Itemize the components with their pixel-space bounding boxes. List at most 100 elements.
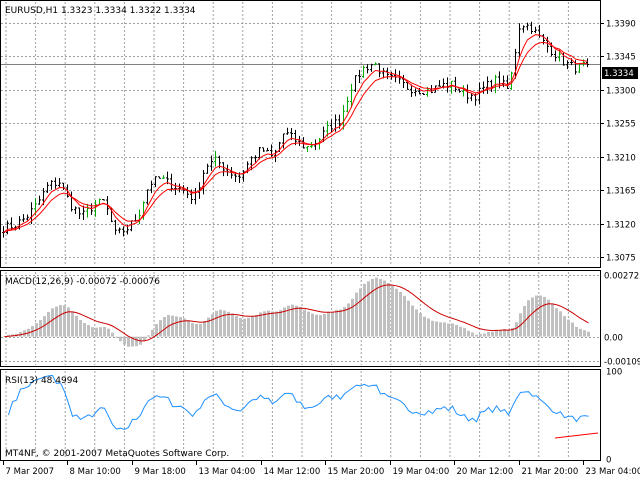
macd-histogram-bar	[335, 309, 338, 337]
x-tick-label: 9 Mar 18:00	[135, 467, 186, 477]
macd-histogram-bar	[231, 313, 234, 337]
macd-histogram-bar	[323, 313, 326, 337]
macd-histogram-bar	[115, 336, 118, 338]
y-tick-label: 1.3075	[606, 254, 636, 264]
macd-histogram-bar	[107, 328, 110, 337]
macd-histogram-bar	[411, 305, 414, 337]
macd-histogram-bar	[491, 331, 494, 337]
macd-histogram-bar	[243, 318, 246, 337]
macd-histogram-bar	[67, 307, 70, 337]
rsi-indicator	[8, 374, 599, 439]
macd-histogram-bar	[95, 327, 98, 337]
macd-histogram-bar	[435, 321, 438, 337]
macd-histogram-bar	[227, 311, 230, 337]
macd-histogram-bar	[207, 317, 210, 337]
x-tick-label: 14 Mar 12:00	[264, 467, 321, 477]
macd-histogram-bar	[499, 329, 502, 337]
macd-histogram-bar	[359, 288, 362, 337]
macd-histogram-bar	[555, 308, 558, 337]
macd-histogram-bar	[83, 323, 86, 337]
macd-histogram-bar	[331, 311, 334, 337]
macd-histogram-bar	[275, 311, 278, 337]
macd-histogram-bar	[7, 334, 10, 337]
macd-histogram-bar	[327, 312, 330, 337]
macd-histogram-bar	[235, 315, 238, 337]
macd-indicator	[3, 277, 590, 347]
macd-histogram-bar	[371, 279, 374, 337]
macd-histogram-bar	[583, 330, 586, 337]
macd-histogram-bar	[99, 327, 102, 337]
macd-histogram-bar	[471, 332, 474, 337]
macd-histogram-bar	[179, 317, 182, 337]
macd-histogram-bar	[3, 336, 6, 338]
y-tick-label: 1.3120	[606, 221, 636, 231]
rsi-line	[8, 374, 589, 431]
rsi-panel[interactable]	[0, 369, 601, 461]
macd-histogram-bar	[391, 285, 394, 337]
macd-histogram-bar	[387, 282, 390, 337]
x-tick-label: 23 Mar 04:00	[586, 467, 640, 477]
macd-histogram-bar	[143, 336, 146, 341]
current-price-label: 1.3334	[604, 69, 634, 79]
macd-histogram-bar	[547, 299, 550, 337]
macd-histogram-bar	[163, 316, 166, 337]
macd-histogram-bar	[531, 297, 534, 337]
macd-histogram-bar	[211, 314, 214, 337]
rsi-trendline	[554, 432, 599, 439]
macd-histogram-bar	[511, 328, 514, 337]
macd-histogram-bar	[47, 312, 50, 337]
macd-histogram-bar	[247, 317, 250, 337]
macd-histogram-bar	[263, 311, 266, 337]
macd-histogram-bar	[119, 336, 122, 342]
y-tick-label: 1.3165	[606, 187, 636, 197]
macd-histogram-bar	[535, 295, 538, 337]
macd-histogram-bar	[343, 307, 346, 337]
price-panel[interactable]	[0, 0, 601, 268]
macd-y-label: 0.00	[604, 334, 623, 344]
macd-histogram-bar	[111, 332, 114, 337]
y-tick-label: 1.3255	[606, 120, 636, 130]
macd-histogram-bar	[251, 316, 254, 337]
macd-histogram-bar	[299, 306, 302, 337]
macd-histogram-bar	[367, 281, 370, 337]
macd-histogram-bar	[543, 296, 546, 337]
macd-histogram-bar	[423, 316, 426, 337]
macd-panel[interactable]	[0, 270, 601, 367]
macd-histogram-bar	[487, 331, 490, 337]
macd-histogram-bar	[395, 288, 398, 337]
macd-histogram-bar	[187, 320, 190, 337]
macd-histogram-bar	[63, 305, 66, 337]
macd-histogram-bar	[375, 277, 378, 337]
macd-histogram-bar	[459, 326, 462, 337]
macd-histogram-bar	[563, 316, 566, 337]
macd-histogram-bar	[407, 300, 410, 337]
macd-histogram-bar	[151, 329, 154, 337]
macd-histogram-bar	[319, 315, 322, 337]
macd-histogram-bar	[483, 333, 486, 337]
macd-histogram-bar	[399, 292, 402, 337]
axes: 7 Mar 2007 8 Mar 10:00 9 Mar 18:00 13 Mar 0…	[3, 20, 640, 477]
macd-histogram-bar	[199, 323, 202, 337]
macd-histogram-bar	[239, 317, 242, 337]
macd-histogram-bar	[223, 310, 226, 337]
macd-histogram-bar	[315, 314, 318, 337]
macd-histogram-bar	[379, 279, 382, 337]
macd-histogram-bar	[551, 303, 554, 337]
macd-histogram-bar	[503, 329, 506, 337]
x-tick-label: 20 Mar 12:00	[457, 467, 514, 477]
macd-histogram-bar	[363, 283, 366, 337]
macd-histogram-bar	[419, 313, 422, 337]
macd-histogram-bar	[383, 280, 386, 337]
macd-histogram-bar	[191, 323, 194, 337]
macd-histogram-bar	[175, 316, 178, 337]
macd-histogram-bar	[447, 323, 450, 337]
macd-histogram-bar	[103, 326, 106, 337]
macd-histogram-bar	[55, 306, 58, 337]
macd-label: MACD(12,26,9) -0.00072 -0.00076	[5, 277, 160, 287]
macd-histogram-bar	[495, 329, 498, 337]
macd-histogram-bar	[475, 334, 478, 337]
macd-histogram-bar	[183, 318, 186, 337]
macd-histogram-bar	[291, 304, 294, 337]
